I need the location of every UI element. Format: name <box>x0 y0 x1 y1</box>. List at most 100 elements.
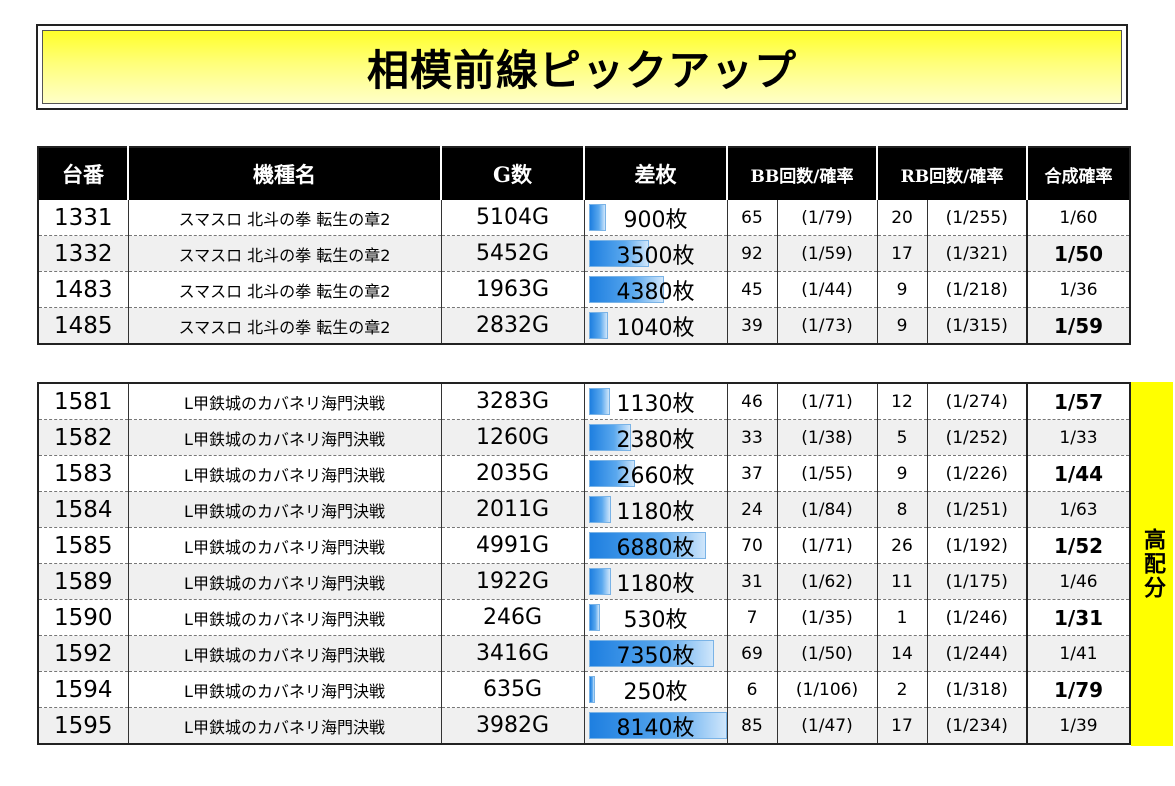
coin-difference: 1130枚 <box>616 391 695 417</box>
game-count: 246G <box>441 599 585 636</box>
coin-difference: 1040枚 <box>616 315 695 341</box>
rb-rate: (1/234) <box>927 707 1028 744</box>
diff-cell: 900枚 <box>584 200 728 236</box>
game-count: 635G <box>441 671 585 708</box>
bb-rate: (1/55) <box>777 455 878 492</box>
machine-name: L甲鉄城のカバネリ海門決戦 <box>128 635 442 672</box>
combined-rate: 1/36 <box>1026 271 1131 308</box>
side-label-text: 高配分 <box>1140 528 1165 600</box>
combined-rate: 1/33 <box>1026 419 1131 456</box>
bb-rate: (1/79) <box>777 200 878 236</box>
rb-rate: (1/218) <box>927 271 1028 308</box>
unit-number: 1483 <box>38 271 129 308</box>
unit-number: 1595 <box>38 707 129 744</box>
diff-cell: 2660枚 <box>584 455 728 492</box>
high-allocation-label: 高配分 <box>1131 382 1173 746</box>
header-rb: RB回数/確率 <box>877 147 1029 200</box>
table-row: 1589 L甲鉄城のカバネリ海門決戦 1922G 1180枚 31 (1/62) 11 (1/… <box>38 563 1131 600</box>
rb-count: 8 <box>877 491 928 528</box>
diff-cell: 3500枚 <box>584 235 728 272</box>
title-banner: 相模前線ピックアップ <box>36 24 1128 110</box>
combined-rate: 1/50 <box>1026 235 1131 272</box>
diff-bar <box>588 532 706 559</box>
game-count: 3982G <box>441 707 585 744</box>
bb-rate: (1/84) <box>777 491 878 528</box>
machine-name: L甲鉄城のカバネリ海門決戦 <box>128 563 442 600</box>
combined-rate: 1/39 <box>1026 707 1131 744</box>
rb-count: 9 <box>877 307 928 344</box>
table-row: 1594 L甲鉄城のカバネリ海門決戦 635G 250枚 6 (1/106) 2 (1/318… <box>38 671 1131 708</box>
unit-number: 1592 <box>38 635 129 672</box>
diff-cell: 1180枚 <box>584 491 728 528</box>
diff-bar <box>588 676 595 703</box>
rb-rate: (1/315) <box>927 307 1028 344</box>
game-count: 5452G <box>441 235 585 272</box>
bb-rate: (1/62) <box>777 563 878 600</box>
diff-cell: 2380枚 <box>584 419 728 456</box>
coin-difference: 2660枚 <box>616 463 695 489</box>
header-games: G数 <box>441 147 585 200</box>
header-diff: 差枚 <box>584 147 728 200</box>
game-count: 1922G <box>441 563 585 600</box>
diff-bar <box>588 424 631 451</box>
unit-number: 1590 <box>38 599 129 636</box>
combined-rate: 1/79 <box>1026 671 1131 708</box>
header-unit: 台番 <box>38 147 129 200</box>
unit-number: 1485 <box>38 307 129 344</box>
game-count: 5104G <box>441 200 585 236</box>
unit-number: 1584 <box>38 491 129 528</box>
coin-difference: 1180枚 <box>616 499 695 525</box>
rb-rate: (1/274) <box>927 383 1028 420</box>
diff-cell: 7350枚 <box>584 635 728 672</box>
rb-count: 9 <box>877 455 928 492</box>
table-row: 1581 L甲鉄城のカバネリ海門決戦 3283G 1130枚 46 (1/71) 12 (1/… <box>38 383 1131 420</box>
diff-bar <box>588 496 611 523</box>
diff-bar <box>588 388 610 415</box>
machine-name: スマスロ 北斗の拳 転生の章2 <box>128 307 442 344</box>
diff-cell: 1040枚 <box>584 307 728 344</box>
bb-count: 31 <box>727 563 778 600</box>
table-row: 1483 スマスロ 北斗の拳 転生の章2 1963G 4380枚 45 (1/44) 9 (1… <box>38 271 1131 308</box>
combined-rate: 1/57 <box>1026 383 1131 420</box>
combined-rate: 1/60 <box>1026 200 1131 236</box>
diff-bar <box>588 204 606 231</box>
rb-rate: (1/246) <box>927 599 1028 636</box>
game-count: 2832G <box>441 307 585 344</box>
bb-count: 37 <box>727 455 778 492</box>
coin-difference: 2380枚 <box>616 427 695 453</box>
coin-difference: 250枚 <box>623 679 688 705</box>
coin-difference: 7350枚 <box>616 643 695 669</box>
bb-count: 33 <box>727 419 778 456</box>
diff-bar <box>588 568 611 595</box>
rb-count: 1 <box>877 599 928 636</box>
bb-rate: (1/71) <box>777 527 878 564</box>
rb-rate: (1/175) <box>927 563 1028 600</box>
diff-bar <box>588 240 649 267</box>
diff-cell: 8140枚 <box>584 707 728 744</box>
data-table-kabaneri: 1581 L甲鉄城のカバネリ海門決戦 3283G 1130枚 46 (1/71) 12 (1/… <box>37 382 1131 745</box>
bb-rate: (1/73) <box>777 307 878 344</box>
rb-rate: (1/318) <box>927 671 1028 708</box>
diff-cell: 1130枚 <box>584 383 728 420</box>
unit-number: 1582 <box>38 419 129 456</box>
game-count: 3283G <box>441 383 585 420</box>
diff-cell: 1180枚 <box>584 563 728 600</box>
machine-name: L甲鉄城のカバネリ海門決戦 <box>128 455 442 492</box>
game-count: 3416G <box>441 635 585 672</box>
bb-rate: (1/59) <box>777 235 878 272</box>
header-bb: BB回数/確率 <box>727 147 879 200</box>
unit-number: 1331 <box>38 200 129 236</box>
machine-name: L甲鉄城のカバネリ海門決戦 <box>128 527 442 564</box>
bb-count: 7 <box>727 599 778 636</box>
bb-count: 45 <box>727 271 778 308</box>
coin-difference: 6880枚 <box>616 535 695 561</box>
table-row: 1595 L甲鉄城のカバネリ海門決戦 3982G 8140枚 85 (1/47) 17 (1/… <box>38 707 1131 744</box>
header-total: 合成確率 <box>1027 147 1131 200</box>
data-table-hokuto: 台番 機種名 G数 差枚 BB回数/確率 RB回数/確率 合成確率 1331 スマ… <box>37 146 1132 345</box>
bb-count: 24 <box>727 491 778 528</box>
combined-rate: 1/41 <box>1026 635 1131 672</box>
combined-rate: 1/31 <box>1026 599 1131 636</box>
rb-rate: (1/255) <box>927 200 1028 236</box>
table-header-row: 台番 機種名 G数 差枚 BB回数/確率 RB回数/確率 合成確率 <box>38 147 1131 200</box>
coin-difference: 4380枚 <box>616 279 695 305</box>
